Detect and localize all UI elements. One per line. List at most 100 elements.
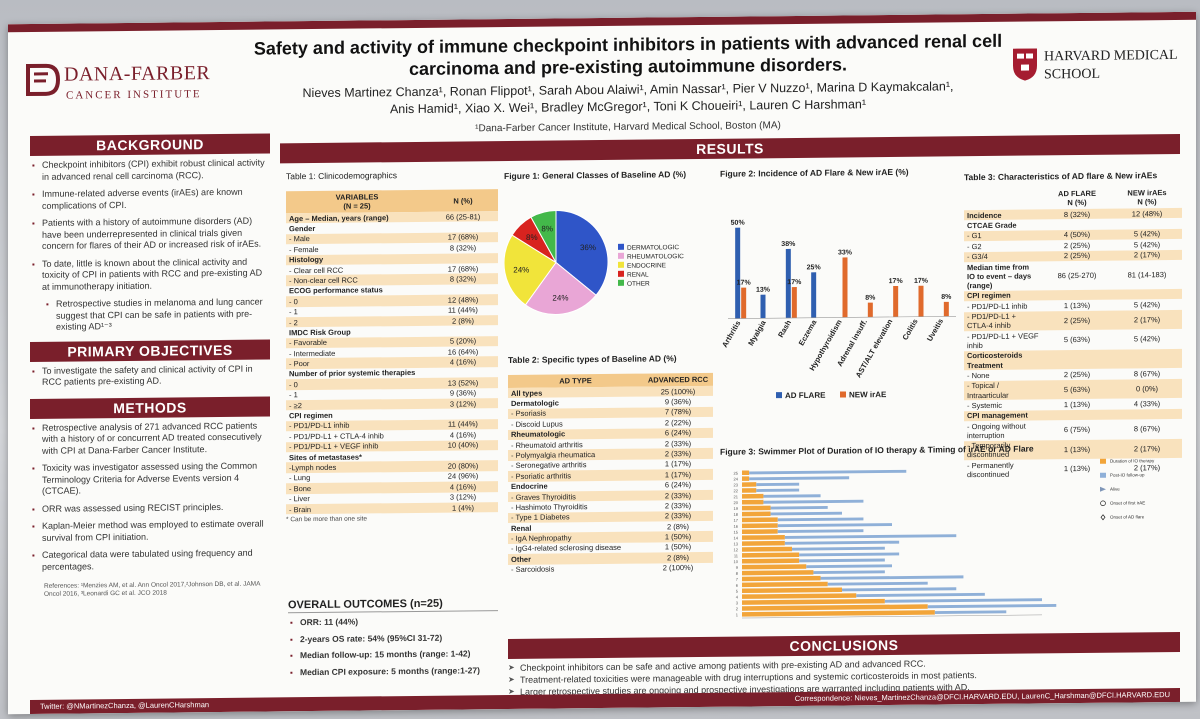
- table-cell-value: [1042, 289, 1112, 301]
- methods-bullet: Kaplan-Meier method was employed to esti…: [30, 518, 270, 544]
- hms-line2: SCHOOL: [1044, 66, 1101, 83]
- y-tick-label: 24: [734, 476, 739, 481]
- table-cell-value: 6 (24%): [643, 427, 713, 439]
- table-cell-value: [428, 325, 498, 336]
- figure3: Figure 3: Swimmer Plot of Duration of IO…: [720, 442, 1182, 632]
- legend-label: Duration of IO therapy: [1110, 458, 1155, 463]
- table-cell-value: [1112, 348, 1182, 369]
- pie-slice-label: 8%: [526, 233, 538, 242]
- table-cell-value: [428, 409, 498, 420]
- table2-body: All types 25 (100%) Dermatologic 9 (36%) - P…: [508, 385, 713, 575]
- bar-data-label: 38%: [781, 241, 796, 248]
- table3-body: Incidence 8 (32%) 12 (48%) CTCAE Grade - G1 4…: [964, 207, 1182, 480]
- bar-data-label: 17%: [889, 278, 904, 285]
- table-cell-value: 5 (20%): [428, 335, 498, 347]
- table-cell-value: [428, 252, 498, 264]
- bar-data-label: 50%: [731, 220, 746, 227]
- y-tick-label: 9: [736, 565, 739, 570]
- poster: DANA-FARBER CANCER INSTITUTE HARVARD MED…: [8, 11, 1196, 715]
- table-cell-value: 5 (42%): [1133, 334, 1161, 344]
- table-row: Median time from IO to event – days (ran…: [964, 260, 1182, 291]
- methods-bullet: Categorical data were tabulated using fr…: [30, 547, 270, 573]
- table1-body: Age – Median, years (range) 66 (25-81) Gen…: [286, 211, 498, 515]
- objectives-bullet: To investigate the safety and clinical a…: [30, 363, 270, 389]
- legend-label: NEW irAE: [849, 390, 887, 399]
- table-cell-value: 2 (33%): [643, 448, 713, 460]
- pie-slice-dermatologic: [555, 209, 609, 296]
- table-cell-value: 1 (13%): [1063, 399, 1091, 410]
- swim-bar-io: [742, 488, 757, 493]
- y-tick-label: 13: [734, 541, 739, 546]
- figure2-bar-chart: 50% 17% Arthritis 13% Myalgia 38% 17% Rash 25% Ec…: [720, 220, 956, 400]
- table-cell-value: 20 (80%): [428, 460, 498, 472]
- legend-label: OTHER: [627, 280, 650, 287]
- legend-label: Onset of first irAE: [1110, 500, 1145, 505]
- table3-col3-label: NEW irAEs: [1127, 188, 1167, 198]
- table-cell-value: 8 (32%): [449, 243, 477, 253]
- swim-bar-followup: [749, 469, 907, 475]
- legend-marker: [1100, 472, 1106, 478]
- twitter-handles: Twitter: @NMartinezChanza, @LaurenCHarsh…: [40, 700, 210, 711]
- table-cell-value: 2 (8%): [643, 552, 713, 564]
- table-row: - Sarcoidosis 2 (100%): [508, 562, 713, 575]
- bar-data-label: 13%: [756, 287, 771, 294]
- legend-swatch: [618, 243, 624, 250]
- legend-label: ENDOCRINE: [627, 262, 667, 269]
- bar-ad-flare: [785, 248, 791, 319]
- table-cell-value: 6 (24%): [664, 480, 692, 490]
- legend-marker: [1100, 458, 1106, 464]
- table-cell-value: 2 (33%): [643, 510, 713, 522]
- hms-logo: HARVARD MEDICAL SCHOOL: [1012, 46, 1182, 108]
- table-cell-value: 11 (44%): [428, 418, 498, 431]
- dfci-name: DANA-FARBER: [64, 62, 211, 86]
- y-tick-label: 7: [736, 577, 739, 582]
- table-cell-value: 1 (13%): [1063, 300, 1091, 310]
- table2-grid: AD TYPE ADVANCED RCC All types 25 (100%) D…: [508, 372, 713, 575]
- table-cell-value: 2 (100%): [662, 563, 694, 573]
- objectives-heading: PRIMARY OBJECTIVES: [30, 338, 270, 362]
- y-tick-label: 16: [734, 524, 739, 529]
- table-cell-value: 5 (63%): [1042, 379, 1112, 400]
- background-bullet: Checkpoint inhibitors (CPI) exhibit robu…: [30, 157, 270, 183]
- y-tick-label: 5: [736, 589, 739, 594]
- y-tick-label: 2: [736, 606, 739, 611]
- table-cell-value: 4 (16%): [428, 356, 498, 368]
- dfci-sub: CANCER INSTITUTE: [66, 88, 202, 102]
- y-tick-label: 23: [734, 482, 739, 487]
- table-cell-label: - Ongoing without interruption: [967, 421, 1026, 441]
- pie-slice-label: 24%: [513, 265, 529, 274]
- table-cell-value: 2 (8%): [428, 314, 498, 327]
- pie-slice-label: 8%: [541, 224, 553, 233]
- bar-ad-flare: [811, 272, 817, 318]
- figure3-swimmer-plot: 1234567891011121314151617181920212223242…: [734, 458, 1155, 632]
- table-cell-value: 17 (68%): [447, 263, 479, 274]
- methods-section: Retrospective analysis of 271 advanced R…: [30, 420, 270, 573]
- table3-col2-sub: N (%): [1067, 197, 1087, 208]
- swim-bar-io: [742, 593, 857, 599]
- table3-grid: AD FLARE N (%) NEW irAEs N (%) Incidence 8 …: [964, 186, 1182, 480]
- legend-label: Onset of AD flare: [1110, 514, 1145, 519]
- left-column: BACKGROUND Checkpoint inhibitors (CPI) e…: [30, 133, 270, 599]
- y-tick-label: 3: [736, 600, 739, 605]
- overall-outcomes: OVERALL OUTCOMES (n=25) ORR: 11 (44%) 2-…: [288, 597, 498, 683]
- conclusions-heading: CONCLUSIONS: [508, 631, 1180, 659]
- table-cell-value: 2 (25%): [1063, 240, 1091, 250]
- table-cell-label: Corticosteroids Treatment: [964, 350, 1042, 371]
- table-cell-value: 3 (12%): [449, 492, 477, 502]
- pie-slice-label: 36%: [580, 243, 596, 252]
- legend-swatch: [840, 391, 846, 398]
- x-tick-label: Eczema: [797, 318, 819, 347]
- pie-slice-other: [530, 209, 557, 263]
- table-cell-value: 17 (68%): [428, 231, 498, 243]
- y-tick-label: 6: [736, 583, 739, 588]
- table-cell-value: 3 (12%): [428, 398, 498, 410]
- table3-col2-label: AD FLARE: [1058, 188, 1096, 199]
- background-bullet: To date, little is known about the clini…: [30, 256, 270, 293]
- table2: Table 2: Specific types of Baseline AD (…: [508, 353, 713, 575]
- table-cell-value: 24 (96%): [447, 471, 479, 481]
- affiliation: ¹Dana-Farber Cancer Institute, Harvard M…: [475, 120, 781, 135]
- table-cell-value: 2 (8%): [666, 521, 690, 531]
- table-cell-value: 4 (33%): [1133, 399, 1161, 409]
- table-cell-value: 9 (36%): [449, 388, 477, 398]
- swim-bar-followup: [827, 581, 928, 586]
